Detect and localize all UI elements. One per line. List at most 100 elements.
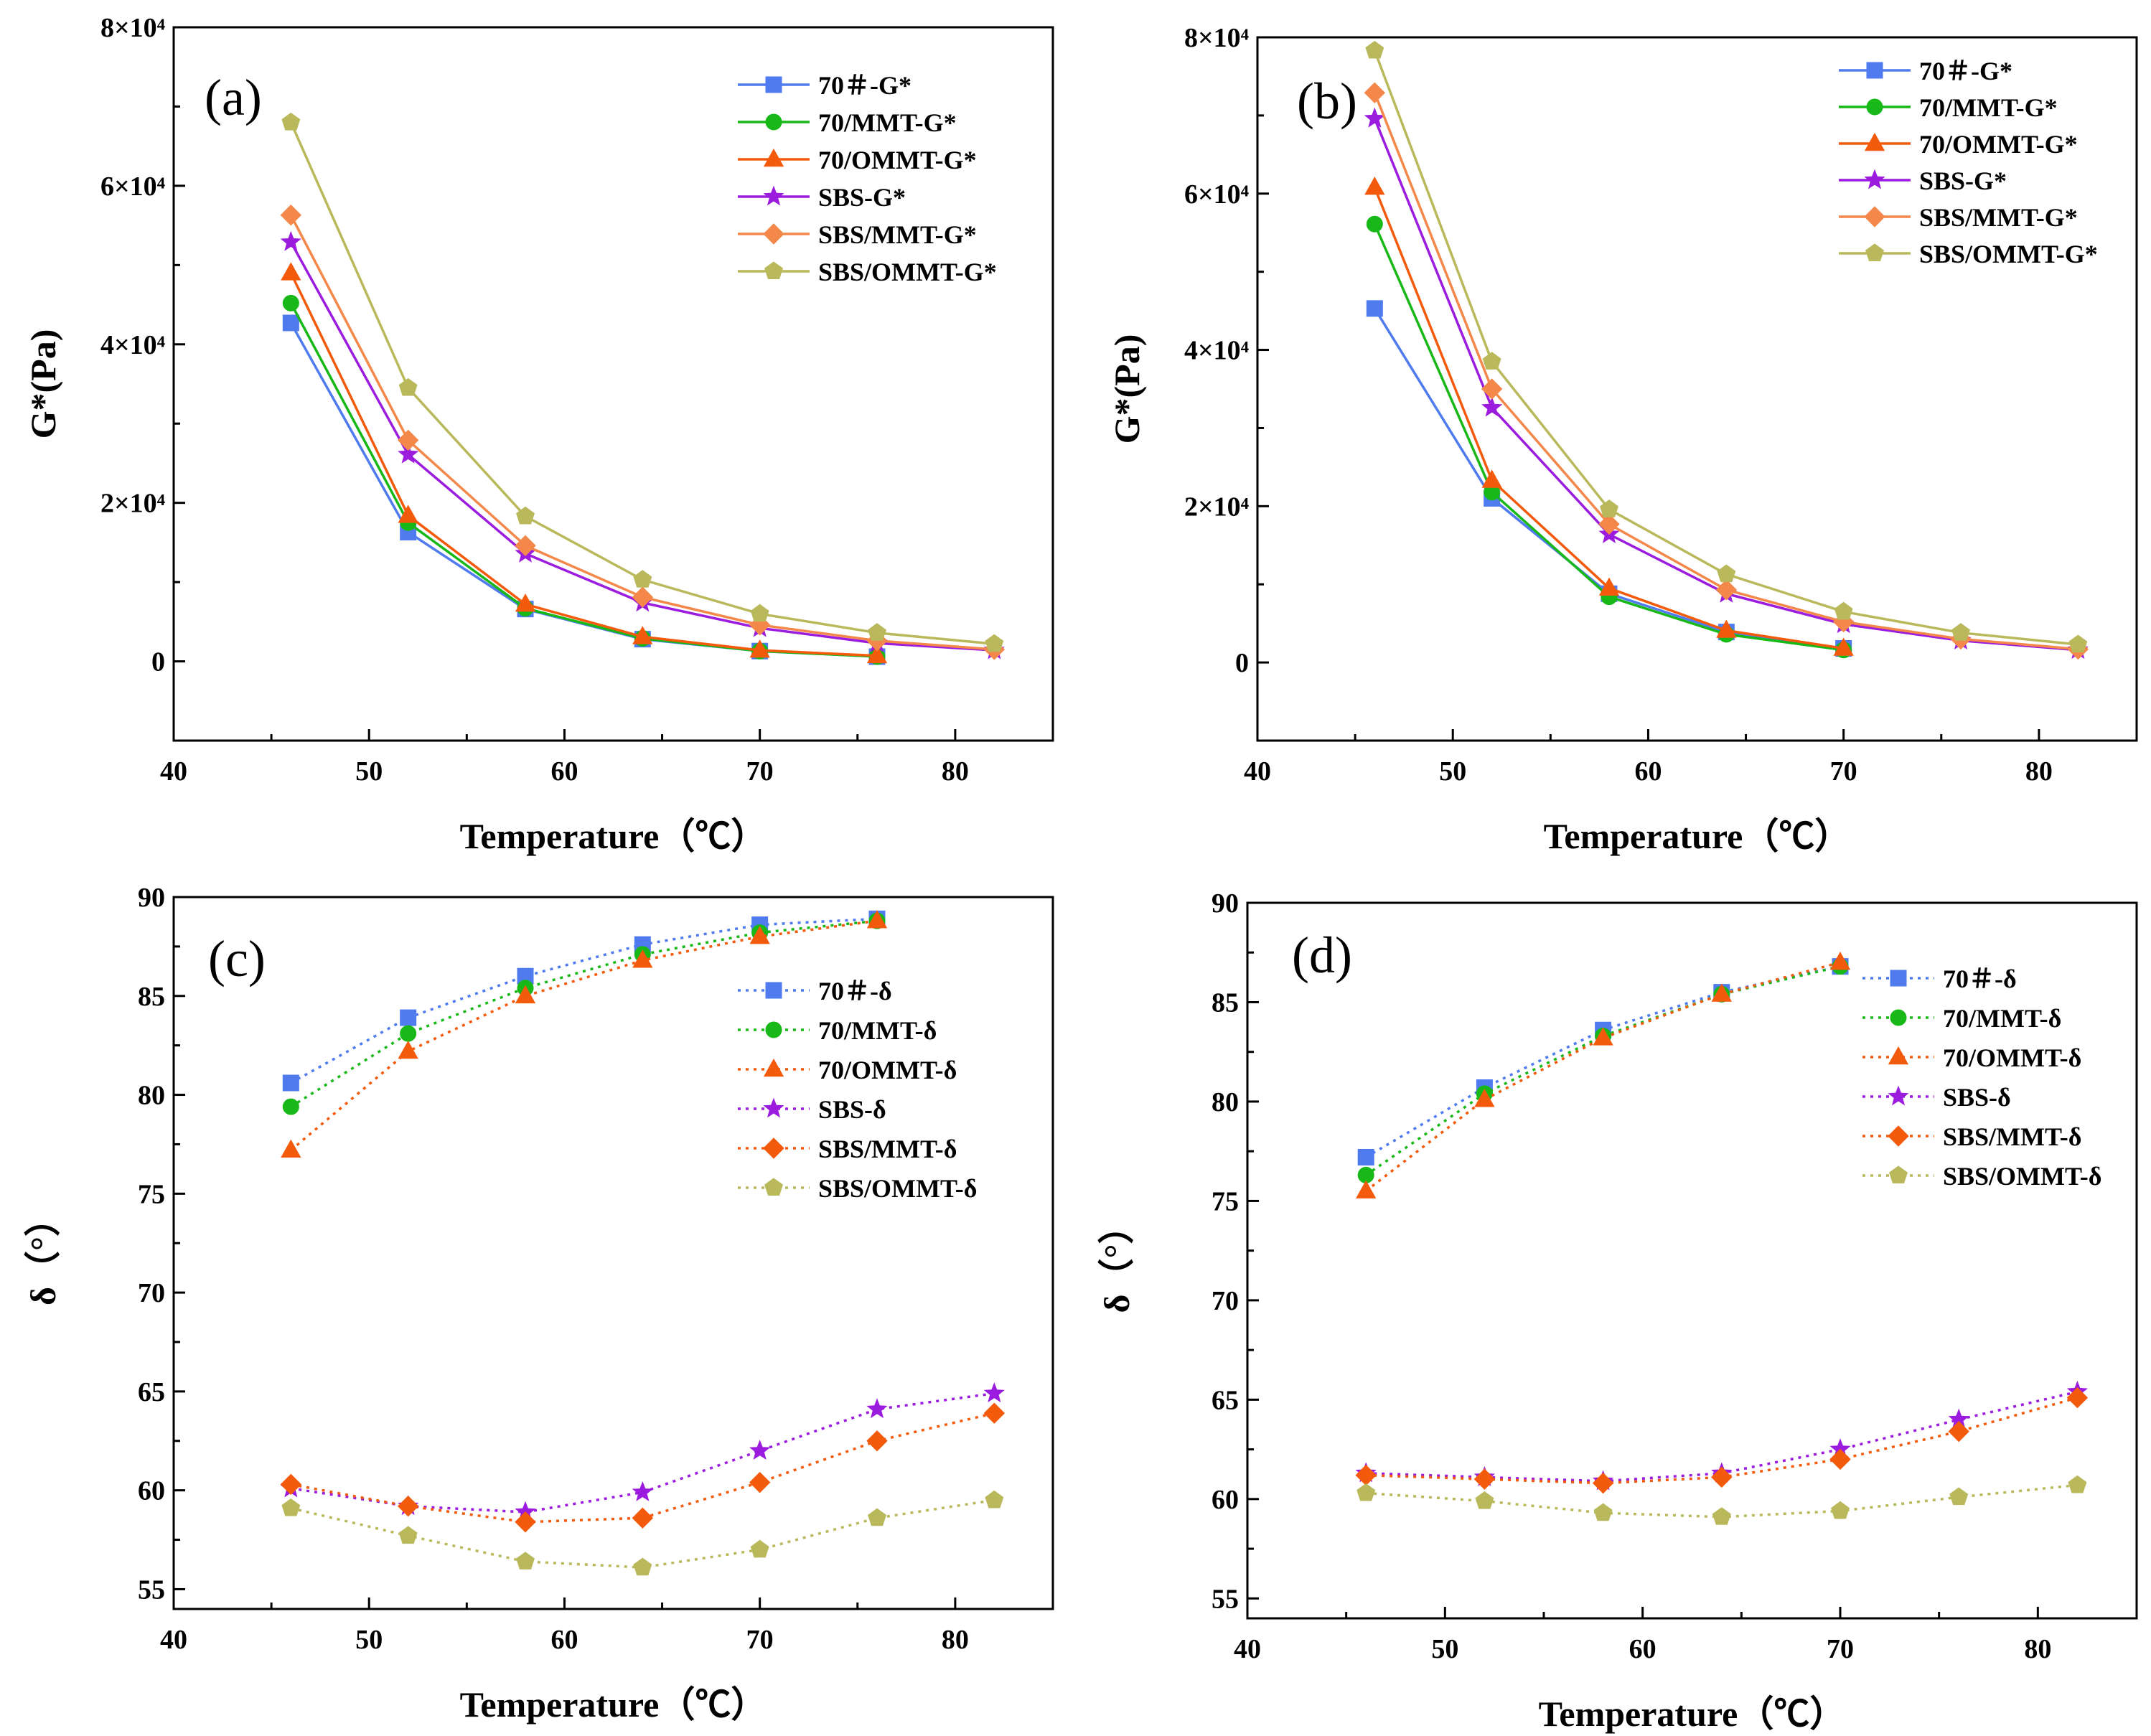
legend-marker	[763, 185, 784, 206]
legend-item: 70/MMT-δ	[1862, 1004, 2061, 1033]
legend-marker	[763, 1137, 784, 1159]
data-point	[1717, 564, 1736, 583]
legend-marker	[765, 113, 782, 131]
data-point	[398, 443, 419, 464]
legend-marker	[764, 1178, 783, 1196]
x-tick-label: 40	[1234, 1634, 1261, 1664]
legend-item: 70＃-δ	[738, 977, 892, 1005]
legend-marker	[764, 261, 783, 279]
legend-marker	[1888, 1125, 1909, 1147]
data-point	[868, 1508, 886, 1526]
plot-frame	[172, 26, 1054, 742]
legend-item: 70/MMT-δ	[738, 1016, 937, 1045]
legend-label: 70＃-G*	[1919, 57, 2012, 85]
data-point	[749, 1471, 771, 1493]
legend-marker	[1866, 62, 1883, 79]
legend-label: 70＃-δ	[818, 977, 892, 1005]
data-point	[633, 570, 652, 588]
panel-label: (a)	[205, 69, 262, 126]
data-point	[281, 262, 301, 281]
series-line	[1365, 965, 1841, 1159]
data-point	[1356, 1483, 1376, 1501]
data-point	[1473, 1468, 1496, 1490]
data-point	[633, 1557, 652, 1576]
y-tick-label: 70	[138, 1278, 165, 1308]
legend-label: SBS/OMMT-G*	[818, 258, 997, 286]
y-tick-label: 6×10⁴	[100, 172, 166, 202]
legend-label: SBS/OMMT-G*	[1919, 240, 2098, 268]
legend-label: SBS/OMMT-δ	[818, 1174, 977, 1203]
x-tick-label: 40	[160, 756, 187, 787]
y-tick-label: 4×10⁴	[100, 330, 166, 360]
data-point	[985, 1490, 1004, 1509]
data-point	[1951, 623, 1970, 641]
data-point	[1715, 579, 1738, 601]
data-point	[281, 1139, 301, 1158]
legend-item: SBS-δ	[738, 1095, 886, 1124]
legend-item: SBS-δ	[1862, 1083, 2011, 1112]
legend-item: SBS/OMMT-δ	[738, 1174, 977, 1203]
series	[281, 910, 888, 1158]
legend-label: SBS/OMMT-δ	[1943, 1162, 2101, 1191]
legend-marker	[765, 982, 782, 999]
y-tick-label: 60	[1212, 1485, 1239, 1515]
legend-label: SBS-δ	[1943, 1083, 2011, 1112]
legend-label: 70/MMT-G*	[818, 108, 957, 137]
data-point	[632, 586, 654, 608]
legend-item: SBS/OMMT-G*	[738, 258, 997, 286]
data-point	[400, 1009, 417, 1026]
data-point	[749, 926, 770, 944]
data-point	[1948, 1420, 1969, 1442]
x-tick-label: 40	[160, 1625, 187, 1655]
y-axis-title: δ（°）	[23, 1201, 63, 1305]
legend-label: 70/MMT-δ	[818, 1016, 937, 1045]
data-point	[1364, 107, 1385, 128]
x-tick-label: 70	[746, 1625, 774, 1655]
legend-item: SBS/MMT-δ	[738, 1135, 957, 1163]
series-line	[1365, 961, 1841, 1192]
data-point	[1829, 952, 1851, 970]
data-point	[750, 604, 769, 622]
series	[282, 910, 886, 1092]
legend-label: SBS/MMT-G*	[818, 220, 977, 249]
y-tick-label: 2×10⁴	[100, 489, 166, 519]
legend-item: 70/MMT-G*	[1839, 93, 2058, 122]
legend-label: 70/MMT-G*	[1919, 93, 2058, 122]
legend-item: SBS/MMT-G*	[1839, 203, 2078, 232]
data-point	[1481, 469, 1502, 488]
series	[1355, 1387, 2089, 1494]
legend-marker	[1866, 98, 1883, 116]
legend-label: 70/OMMT-δ	[1943, 1043, 2081, 1072]
y-tick-label: 80	[138, 1081, 165, 1111]
legend-item: SBS/MMT-G*	[738, 220, 977, 249]
series	[280, 1402, 1006, 1533]
data-point	[749, 1440, 771, 1460]
data-point	[1355, 1464, 1377, 1486]
legend-marker	[763, 223, 784, 245]
legend-item: SBS-G*	[738, 183, 906, 212]
legend-item: 70＃-G*	[1839, 57, 2012, 85]
y-tick-label: 75	[1212, 1186, 1239, 1216]
series	[282, 314, 886, 665]
legend-label: 70/OMMT-δ	[818, 1056, 957, 1084]
series	[282, 294, 886, 665]
x-tick-label: 50	[1439, 756, 1466, 787]
data-point	[281, 1498, 301, 1516]
legend-marker	[765, 76, 782, 93]
x-tick-label: 50	[355, 1625, 383, 1655]
data-point	[515, 593, 536, 612]
data-point	[1364, 82, 1386, 104]
y-tick-label: 0	[151, 647, 165, 677]
data-point	[1364, 177, 1385, 195]
panel-label: (c)	[208, 930, 266, 987]
data-point	[400, 1025, 417, 1042]
data-point	[398, 1526, 418, 1544]
x-axis-title: Temperature（℃）	[1544, 816, 1851, 856]
x-tick-label: 50	[355, 756, 383, 787]
legend-label: 70＃-G*	[818, 71, 912, 100]
series	[281, 112, 1004, 652]
x-tick-label: 80	[942, 756, 969, 787]
data-point	[1949, 1487, 1969, 1506]
data-point	[1711, 1466, 1733, 1488]
panel-label: (b)	[1297, 72, 1357, 130]
